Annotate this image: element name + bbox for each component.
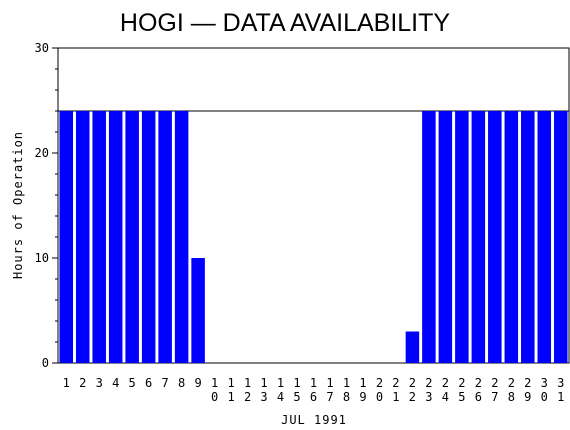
bar bbox=[108, 111, 123, 363]
y-tick-label: 30 bbox=[35, 41, 49, 55]
bar bbox=[405, 331, 420, 363]
x-tick-label: 2 bbox=[79, 376, 86, 390]
bar bbox=[488, 111, 502, 363]
bar bbox=[59, 111, 74, 363]
bar bbox=[75, 111, 90, 363]
x-tick-label: 5 bbox=[129, 376, 136, 390]
x-tick-label: 4 bbox=[112, 376, 119, 390]
plot-frame bbox=[57, 47, 570, 364]
bar bbox=[438, 111, 453, 363]
bar bbox=[471, 111, 486, 363]
bar bbox=[521, 111, 535, 363]
bar bbox=[92, 111, 106, 363]
bar bbox=[158, 111, 172, 363]
x-tick-label: 1 bbox=[63, 376, 70, 390]
bar bbox=[537, 111, 552, 363]
y-tick-label: 20 bbox=[35, 146, 49, 160]
x-tick-label: 9 bbox=[194, 376, 201, 390]
chart-title: HOGI — DATA AVAILABILITY bbox=[120, 9, 451, 37]
bar bbox=[504, 111, 519, 363]
y-tick-label: 10 bbox=[35, 251, 49, 265]
x-tick-label: 8 bbox=[178, 376, 185, 390]
y-axis: 0 10 20 30 bbox=[35, 41, 58, 370]
x-axis: 1 2 3 4 5 6 7 8 9 1 01 11 21 31 41 51 61 71 81 92 02 12 22 32 42… bbox=[63, 376, 565, 404]
y-axis-label: Hours of Operation bbox=[11, 131, 25, 279]
bar bbox=[422, 111, 436, 363]
bar bbox=[141, 111, 156, 363]
x-tick-label: 3 bbox=[96, 376, 103, 390]
x-tick-label: 7 bbox=[162, 376, 169, 390]
bar bbox=[191, 258, 205, 363]
x-tick-label: 6 bbox=[145, 376, 152, 390]
bar bbox=[125, 111, 139, 363]
bar bbox=[553, 111, 568, 363]
x-axis-label: JUL 1991 bbox=[281, 413, 347, 427]
y-tick-label: 0 bbox=[42, 356, 49, 370]
bar bbox=[174, 111, 189, 363]
bar bbox=[455, 111, 469, 363]
bars bbox=[59, 111, 568, 363]
